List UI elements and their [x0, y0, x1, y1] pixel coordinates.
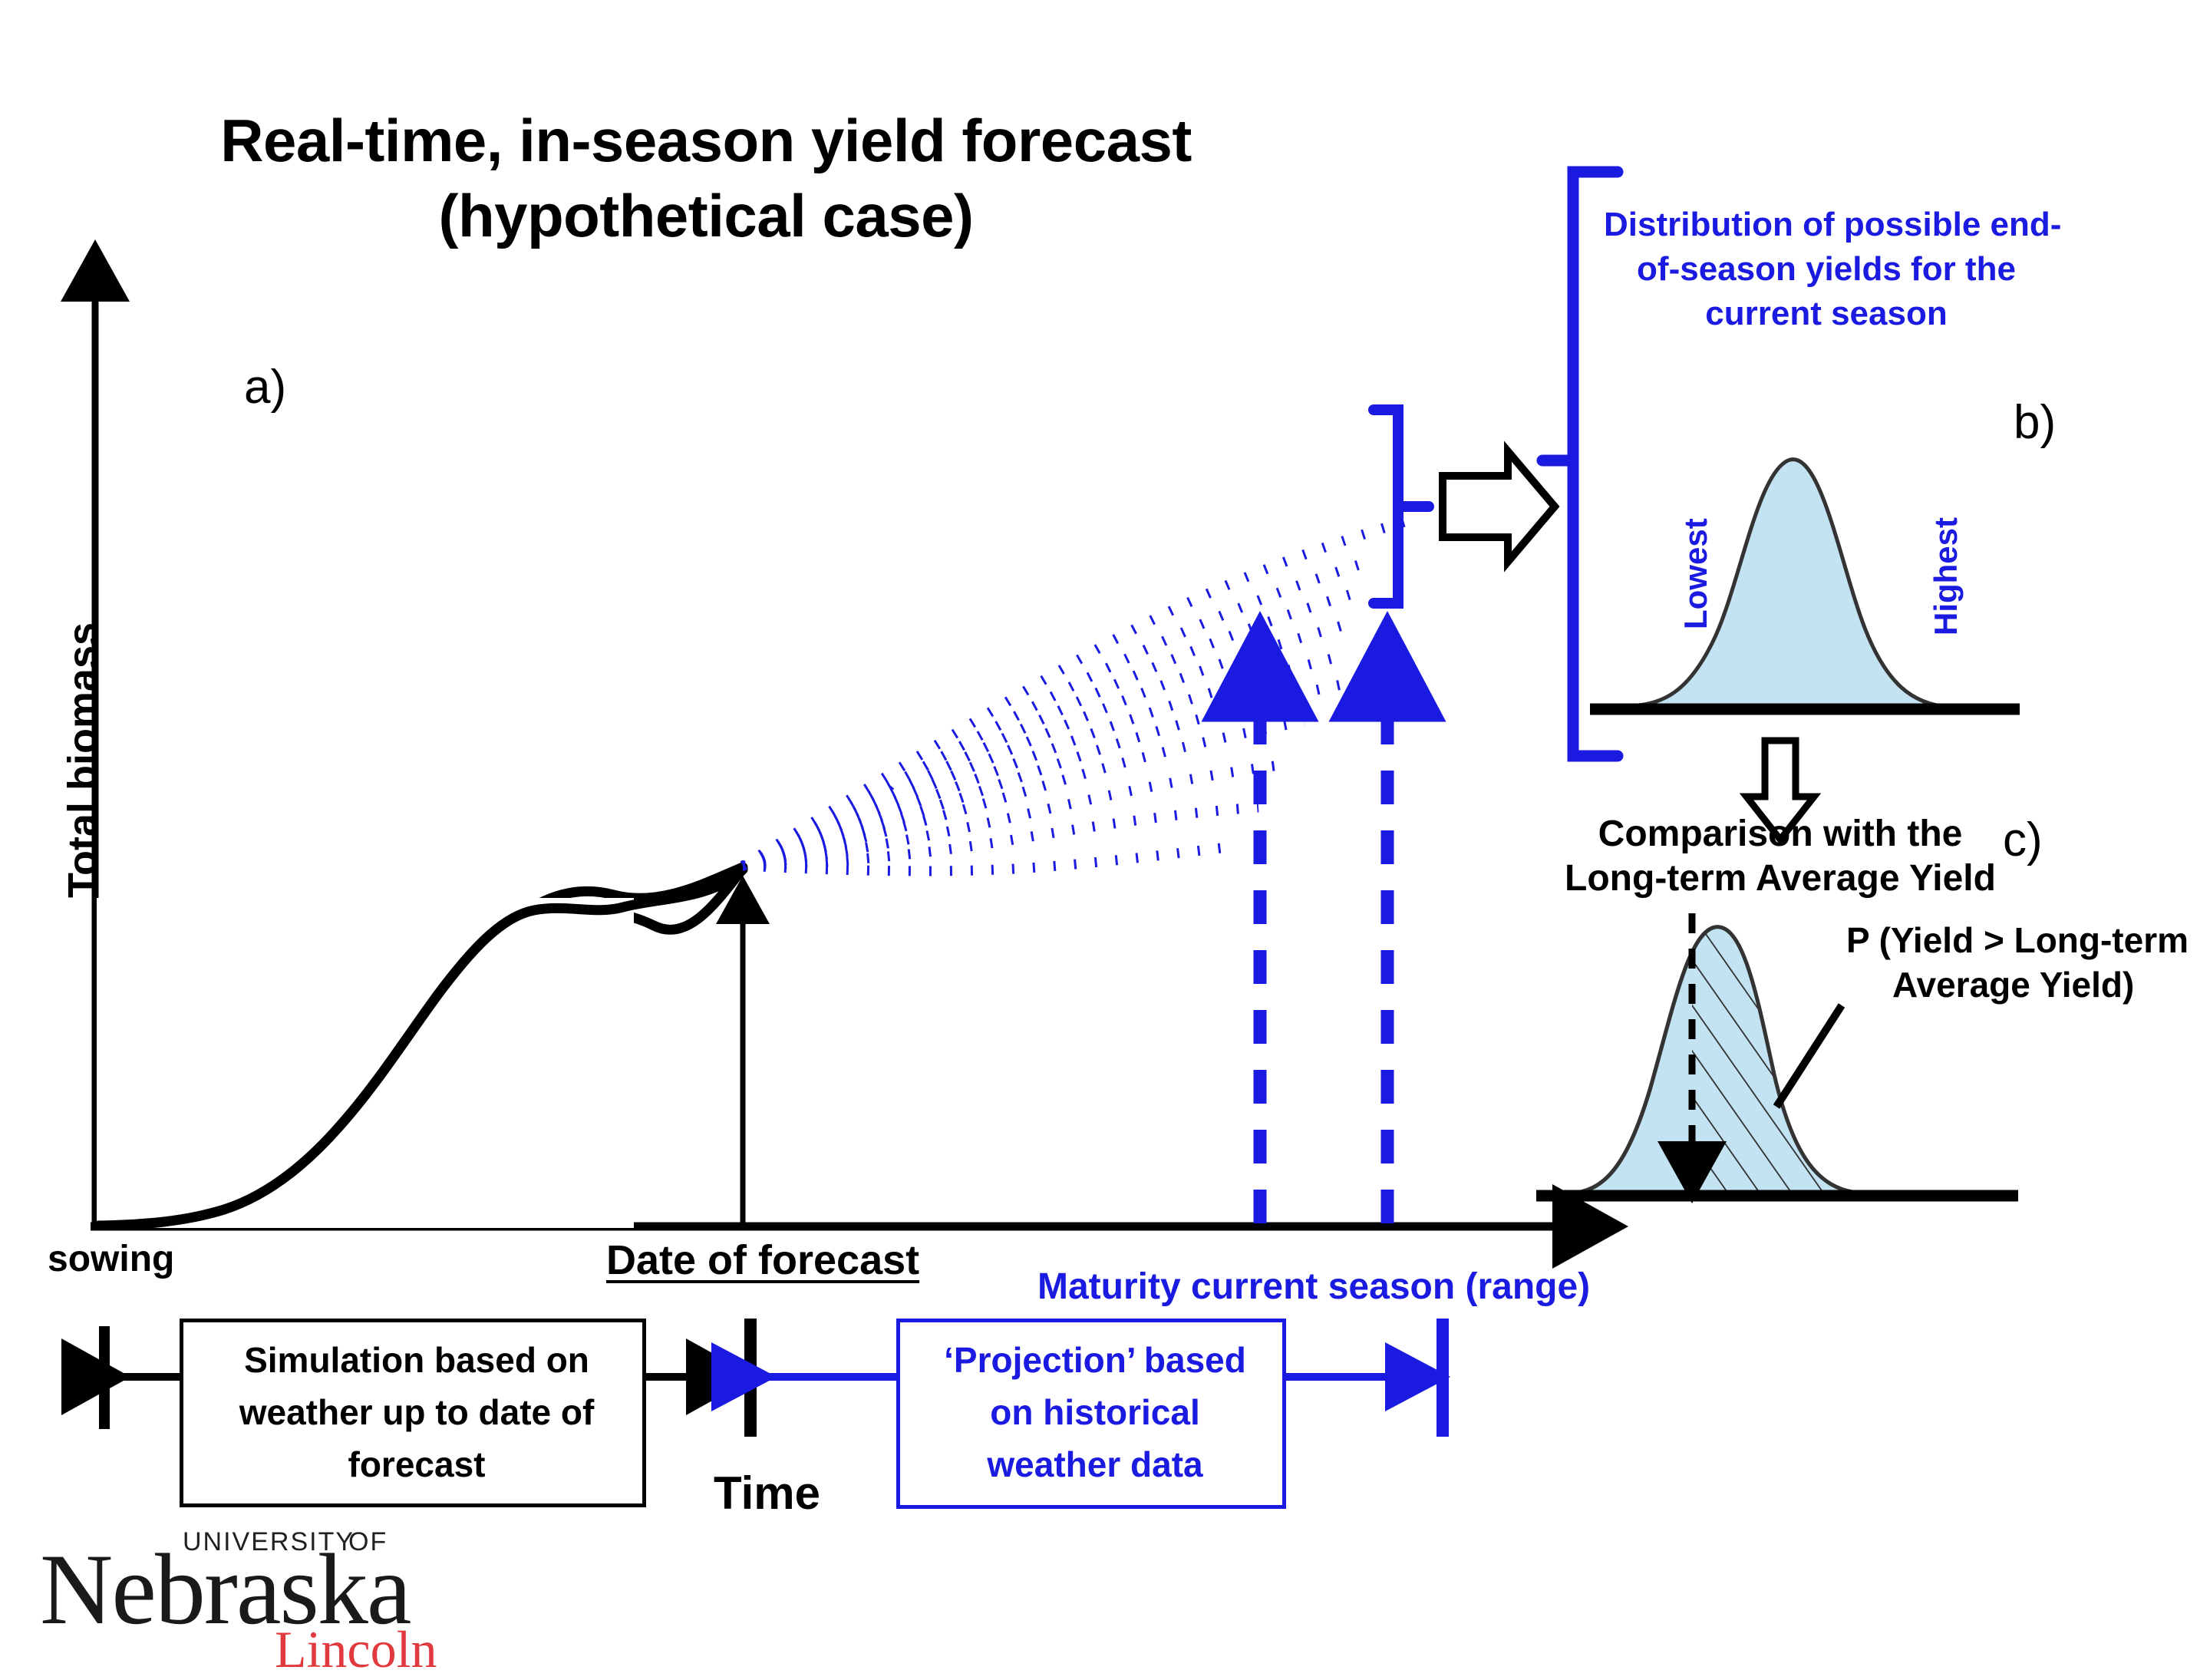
simulation-box-line1: Simulation based on — [244, 1340, 589, 1380]
distribution-caption-line3: current season — [1705, 295, 1948, 332]
projection-box-line2: on historical — [990, 1392, 1200, 1432]
distribution-highest-label: Highest — [1928, 517, 1964, 635]
projection-curve — [741, 679, 1343, 871]
logo-university-text: UNIVERSITY — [183, 1527, 355, 1556]
x-axis-label: Time — [714, 1467, 820, 1519]
distribution-curve-b — [1628, 457, 1950, 709]
x-axis-sowing-label: sowing — [48, 1239, 175, 1279]
probability-label-line1: P (Yield > Long-term — [1846, 920, 2189, 960]
maturity-range-label: Maturity current season (range) — [1037, 1266, 1591, 1307]
projection-curve — [741, 650, 1346, 871]
logo-of-text: OF — [348, 1527, 388, 1556]
page-title-line2: (hypothetical case) — [438, 182, 974, 249]
projection-curve — [741, 555, 1375, 870]
projection-curve — [742, 842, 1229, 876]
y-axis-label: Total biomass — [60, 622, 106, 898]
forecast-range-brace — [1368, 404, 1434, 609]
simulation-box: Simulation based on weather up to date o… — [180, 1319, 646, 1507]
panel-b-distribution — [1590, 457, 2020, 715]
simulation-box-line2: weather up to date of — [239, 1392, 595, 1432]
logo-nebraska-text: Nebraska — [40, 1533, 411, 1645]
comparison-caption-line1: Comparison with the — [1598, 814, 1963, 854]
projection-box-line1: ‘Projection’ based — [944, 1340, 1246, 1380]
comparison-arrow-icon — [1739, 737, 1822, 846]
projection-box: ‘Projection’ based on historical weather… — [896, 1319, 1286, 1509]
projection-curve — [740, 517, 1406, 870]
panel-label-a: a) — [244, 361, 287, 414]
university-logo: UNIVERSITY OF Nebraska Lincoln — [40, 1526, 474, 1678]
panel-label-c: c) — [2003, 814, 2043, 866]
projection-curve — [742, 802, 1259, 871]
panel-label-b: b) — [2014, 396, 2057, 449]
page-title-line1: Real-time, in-season yield forecast — [220, 107, 1192, 174]
simulation-box-line3: forecast — [348, 1444, 486, 1484]
comparison-caption-line2: Long-term Average Yield — [1565, 858, 1996, 899]
panel-b-brace — [1536, 166, 1624, 762]
distribution-caption-line2: of-season yields for the — [1637, 250, 2016, 288]
maturity-range-arrows — [1201, 611, 1446, 1223]
date-of-forecast-label: Date of forecast — [606, 1237, 920, 1283]
transfer-arrow-icon — [1439, 441, 1560, 573]
biomass-curve-final — [93, 864, 748, 1231]
projection-curve — [742, 759, 1287, 871]
projection-curves-group — [740, 517, 1406, 876]
distribution-lowest-label: Lowest — [1677, 518, 1714, 629]
logo-lincoln-text: Lincoln — [275, 1620, 437, 1678]
probability-label-line2: Average Yield) — [1892, 965, 2135, 1005]
probability-leader-line — [1773, 1003, 1846, 1109]
projection-curve — [741, 716, 1306, 871]
projection-box-line3: weather data — [987, 1444, 1203, 1484]
distribution-caption-line1: Distribution of possible end- — [1604, 206, 2062, 243]
